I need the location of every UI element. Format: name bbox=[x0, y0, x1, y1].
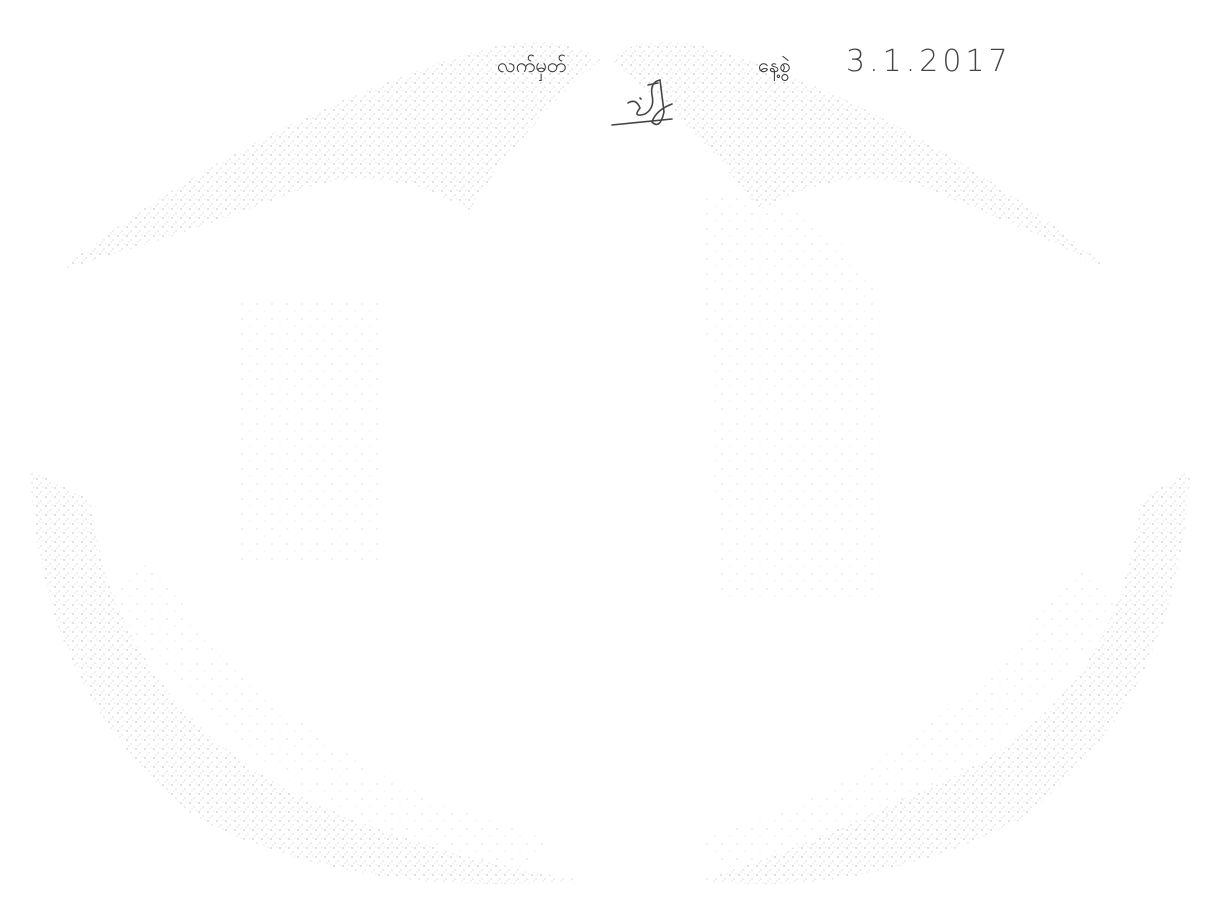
date-value: 3.1.2017 bbox=[846, 44, 1012, 79]
signature-label: လက်မှတ် bbox=[497, 53, 567, 77]
date-label: နေ့စွဲ bbox=[758, 53, 791, 77]
emblem bbox=[30, 42, 1190, 884]
signature bbox=[611, 79, 673, 126]
